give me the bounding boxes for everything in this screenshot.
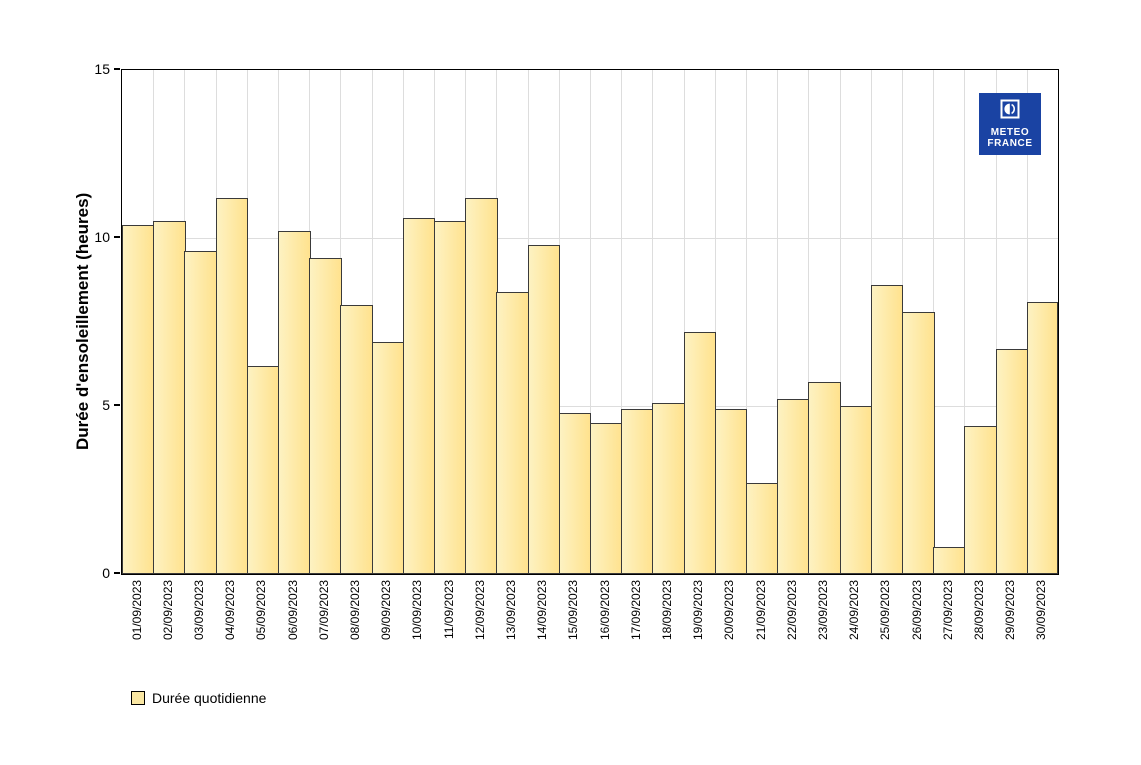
bar: [746, 483, 779, 574]
bar: [683, 332, 717, 574]
bar: [215, 197, 249, 574]
x-tick-label: 28/09/2023: [972, 580, 986, 641]
x-tick-label: 19/09/2023: [691, 580, 706, 641]
vertical-gridline: [621, 70, 623, 574]
plot-area: METEO FRANCE: [121, 69, 1059, 575]
x-tick-label: 14/09/2023: [535, 580, 550, 641]
vertical-gridline: [652, 70, 654, 574]
bar: [933, 547, 966, 574]
horizontal-gridline: [122, 406, 1058, 407]
y-tick-mark: [114, 572, 120, 574]
y-tick-mark: [114, 68, 120, 70]
bar: [777, 399, 810, 574]
x-tick-label: 25/09/2023: [878, 580, 893, 641]
y-tick-label: 10: [94, 229, 110, 245]
x-tick-label: 01/09/2023: [129, 580, 144, 641]
bar: [652, 402, 686, 574]
bar: [496, 291, 530, 574]
vertical-gridline: [995, 70, 997, 574]
vertical-gridline: [683, 70, 685, 574]
bar: [902, 311, 935, 574]
x-tick-label: 07/09/2023: [316, 580, 331, 641]
y-axis-title: Durée d'ensoleillement (heures): [73, 192, 92, 450]
x-tick-label: 03/09/2023: [192, 580, 206, 641]
bar: [184, 251, 218, 574]
x-tick-label: 30/09/2023: [1034, 580, 1049, 641]
bar: [402, 217, 436, 574]
x-tick-label: 16/09/2023: [597, 580, 612, 641]
x-tick-label: 24/09/2023: [847, 580, 862, 641]
bar: [340, 305, 374, 574]
x-tick-label: 23/09/2023: [816, 580, 830, 641]
vertical-gridline: [590, 70, 591, 574]
meteo-france-symbol-icon: [1000, 99, 1020, 124]
meteo-france-logo: METEO FRANCE: [979, 93, 1041, 155]
bar: [558, 412, 592, 574]
bar: [309, 258, 342, 574]
y-tick-label: 0: [102, 565, 110, 581]
x-tick-label: 26/09/2023: [909, 580, 924, 641]
x-tick-label: 04/09/2023: [223, 580, 238, 641]
bar: [839, 406, 873, 574]
vertical-gridline: [746, 70, 747, 574]
x-tick-label: 02/09/2023: [160, 580, 175, 641]
x-tick-label: 10/09/2023: [410, 580, 425, 641]
bar: [995, 348, 1029, 574]
x-tick-label: 20/09/2023: [722, 580, 737, 641]
bar: [465, 197, 498, 574]
bar: [808, 382, 842, 574]
x-tick-label: 12/09/2023: [472, 580, 487, 641]
vertical-gridline: [808, 70, 810, 574]
x-tick-label: 06/09/2023: [285, 580, 300, 641]
x-tick-label: 09/09/2023: [379, 580, 394, 641]
x-tick-label: 15/09/2023: [566, 580, 581, 641]
x-tick-label: 08/09/2023: [348, 580, 362, 641]
y-tick-mark: [114, 404, 120, 406]
vertical-gridline: [839, 70, 841, 574]
bar: [590, 422, 623, 574]
x-tick-label: 21/09/2023: [753, 580, 768, 641]
bar: [153, 221, 186, 574]
x-tick-label: 13/09/2023: [504, 580, 518, 641]
bar: [714, 409, 748, 574]
logo-text-line1: METEO: [990, 127, 1030, 138]
x-tick-label: 18/09/2023: [660, 580, 674, 641]
horizontal-gridline: [122, 238, 1058, 239]
legend-swatch: [131, 691, 145, 705]
x-tick-label: 05/09/2023: [254, 580, 269, 641]
vertical-gridline: [777, 70, 779, 574]
bar: [870, 285, 904, 574]
bar: [371, 342, 405, 574]
bar: [434, 221, 467, 574]
x-tick-label: 17/09/2023: [628, 580, 643, 641]
y-tick-mark: [114, 236, 120, 238]
bar: [278, 231, 311, 574]
bar: [527, 244, 561, 574]
bar: [621, 409, 654, 574]
bar: [246, 365, 280, 574]
x-tick-label: 27/09/2023: [940, 580, 955, 641]
bar: [964, 426, 998, 574]
vertical-gridline: [964, 70, 966, 574]
legend: Durée quotidienne: [131, 690, 266, 706]
legend-label: Durée quotidienne: [152, 690, 267, 706]
x-tick-label: 11/09/2023: [441, 580, 456, 640]
x-tick-label: 22/09/2023: [784, 580, 799, 641]
bar: [122, 224, 155, 574]
y-tick-label: 15: [94, 61, 110, 77]
logo-text-line2: FRANCE: [987, 138, 1033, 149]
vertical-gridline: [714, 70, 716, 574]
x-tick-label: 29/09/2023: [1003, 580, 1018, 641]
bar: [1026, 301, 1058, 574]
y-tick-label: 5: [102, 397, 110, 413]
